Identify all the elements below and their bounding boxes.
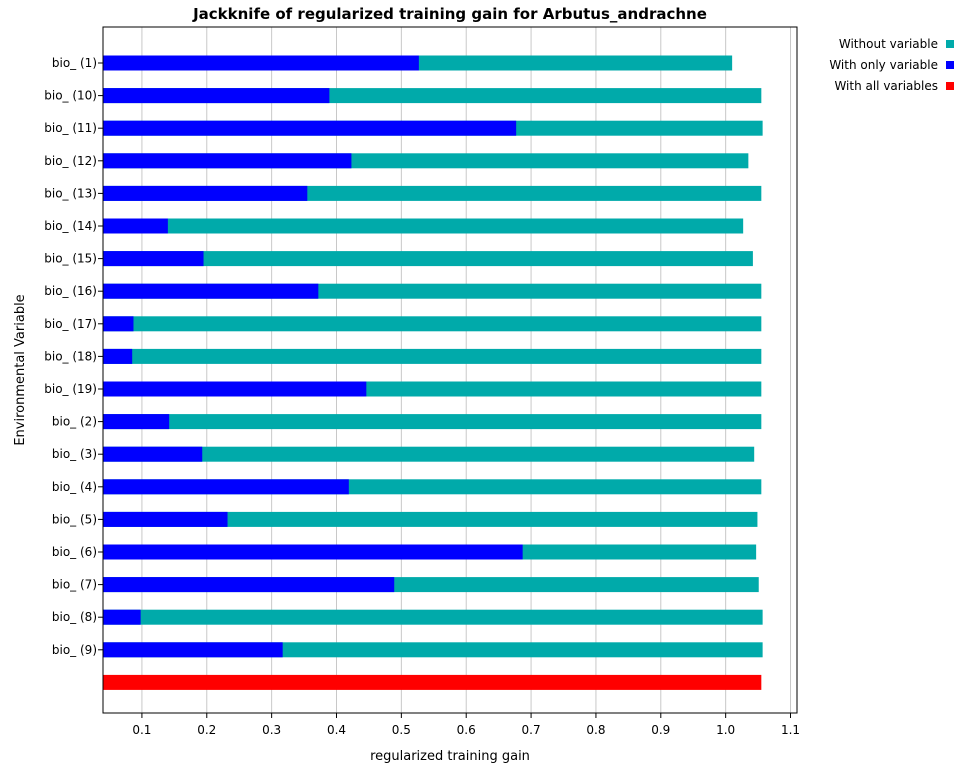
category-label: bio_ (6) [52,545,97,559]
category-label: bio_ (13) [44,186,97,200]
x-tick-label: 0.9 [651,723,670,737]
bar-without-variable [103,609,763,625]
category-label: bio_ (5) [52,512,97,526]
x-axis-label: regularized training gain [370,749,530,764]
category-label: bio_ (14) [44,219,97,233]
chart-title: Jackknife of regularized training gain f… [192,5,707,23]
bar-with-only-variable [103,511,228,527]
y-axis-label: Environmental Variable [13,294,28,445]
x-tick-label: 0.6 [457,723,476,737]
category-label: bio_ (7) [52,578,97,592]
category-label: bio_ (15) [44,252,97,266]
bar-with-only-variable [103,88,330,104]
bar-with-only-variable [103,479,349,495]
x-axis-ticks: 0.1 0.2 0.3 0.4 0.5 0.6 0.7 0.8 0.9 1.0 1.1 [132,713,800,737]
x-tick-label: 1.1 [781,723,800,737]
legend-swatch [946,82,954,90]
legend-swatch [946,40,954,48]
x-tick-label: 0.4 [327,723,346,737]
category-label: bio_ (11) [44,121,97,135]
gridlines [141,27,792,713]
category-label: bio_ (3) [52,447,97,461]
plot-frame [102,26,798,714]
bar-without-variable [103,316,762,332]
legend-label: Without variable [839,37,938,51]
category-label: bio_ (9) [52,643,97,657]
category-label: bio_ (8) [52,610,97,624]
bar-with-only-variable [103,185,308,201]
bar-with-only-variable [103,609,141,625]
bar-with-only-variable [103,283,319,299]
bar-with-all-variables [103,674,762,690]
category-label: bio_ (18) [44,349,97,363]
legend-label: With all variables [834,79,938,93]
bar-without-variable [103,414,762,430]
x-tick-label: 0.5 [392,723,411,737]
x-tick-label: 0.3 [262,723,281,737]
bar-without-variable [103,251,753,267]
x-tick-label: 0.7 [522,723,541,737]
category-label: bio_ (19) [44,382,97,396]
bar-with-only-variable [103,446,203,462]
bar-with-only-variable [103,642,283,658]
bar-with-only-variable [103,414,170,430]
bar-with-only-variable [103,55,419,71]
bar-without-variable [103,446,755,462]
bars [103,55,763,690]
bar-with-only-variable [103,381,367,397]
legend-label: With only variable [829,58,938,72]
bar-without-variable [103,348,762,364]
category-label: bio_ (16) [44,284,97,298]
x-tick-label: 0.8 [586,723,605,737]
category-label: bio_ (4) [52,480,97,494]
category-labels: bio_ (1) bio_ (10) bio_ (11) bio_ (12) bio_ … [44,56,103,657]
legend-swatch [946,61,954,69]
bar-with-only-variable [103,153,352,169]
bar-without-variable [103,511,758,527]
x-tick-label: 1.0 [716,723,735,737]
bar-with-only-variable [103,348,133,364]
bar-with-only-variable [103,218,168,234]
bar-with-only-variable [103,316,134,332]
category-label: bio_ (17) [44,317,97,331]
bar-without-variable [103,218,744,234]
category-label: bio_ (2) [52,415,97,429]
category-label: bio_ (1) [52,56,97,70]
bar-with-only-variable [103,544,523,560]
x-tick-label: 0.2 [197,723,216,737]
legend: Without variable With only variable With a… [829,37,954,93]
bar-with-only-variable [103,120,517,136]
category-label: bio_ (10) [44,89,97,103]
bar-with-only-variable [103,251,204,267]
x-tick-label: 0.1 [132,723,151,737]
bar-with-only-variable [103,577,395,593]
category-label: bio_ (12) [44,154,97,168]
